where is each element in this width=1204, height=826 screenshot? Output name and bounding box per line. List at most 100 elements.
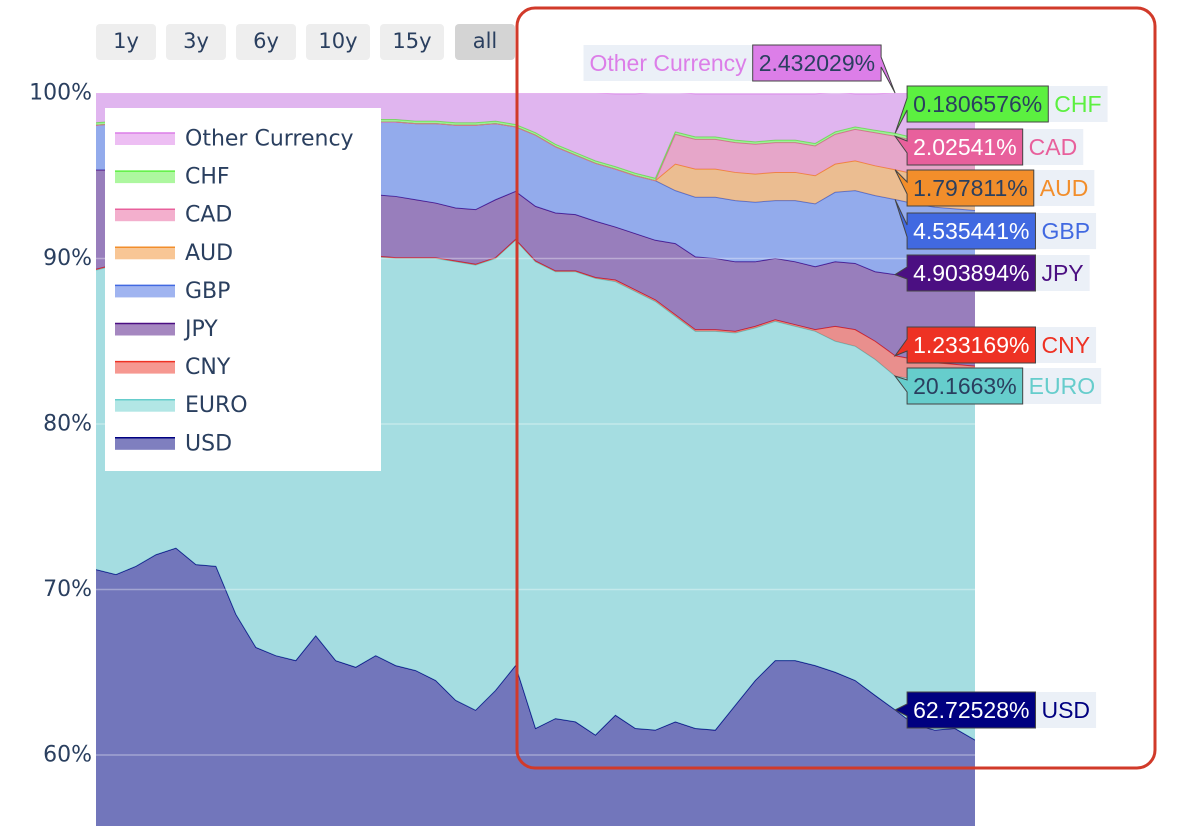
legend-label: CHF [185, 165, 230, 190]
legend-swatch [115, 209, 175, 222]
button-bg [306, 24, 370, 60]
area-fill [96, 548, 975, 826]
hover-label: 1.233169% CNY [893, 326, 1097, 364]
legend-swatch [115, 399, 175, 412]
legend-label: GBP [185, 279, 230, 304]
hover-name: CNY [1041, 332, 1090, 358]
legend-label: JPY [183, 317, 218, 342]
hover-box [893, 128, 1024, 166]
hover-box [894, 199, 1036, 250]
y-tick-label: 100% [29, 81, 92, 106]
hover-label: 2.02541% CAD [893, 128, 1084, 166]
hover-name: GBP [1041, 218, 1090, 244]
range-button[interactable]: 10y [306, 24, 370, 60]
hover-name: AUD [1040, 175, 1089, 201]
hover-value: 1.233169% [913, 332, 1029, 358]
legend-label: EURO [185, 393, 248, 418]
hover-label: 0.1806576% CHF [894, 85, 1108, 134]
hover-label: 4.903894% JPY [893, 254, 1090, 292]
hover-value: 2.432029% [759, 50, 875, 76]
legend-entry[interactable]: USD [115, 431, 232, 456]
legend-entry[interactable]: CHF [115, 165, 230, 190]
hover-name: CAD [1029, 134, 1078, 160]
legend-label: Other Currency [185, 127, 354, 152]
button-bg [96, 24, 156, 60]
button-bg [380, 24, 444, 60]
hover-name: EURO [1029, 373, 1095, 399]
button-bg [455, 24, 515, 60]
button-bg [166, 24, 226, 60]
hover-box [893, 254, 1036, 292]
hover-value: 0.1806576% [913, 91, 1042, 117]
legend-swatch [115, 361, 175, 374]
legend-entry[interactable]: GBP [115, 279, 230, 304]
hover-name-bg [1035, 255, 1090, 291]
button-label: 15y [392, 29, 431, 53]
hover-box [752, 44, 896, 94]
hover-name: Other Currency [589, 50, 747, 76]
legend-entry[interactable]: AUD [115, 241, 233, 266]
hover-name-bg [1035, 213, 1097, 249]
button-label: 3y [183, 29, 209, 53]
legend-entry[interactable]: JPY [115, 317, 218, 342]
hover-label: 1.797811% AUD [894, 169, 1095, 207]
hover-value: 20.1663% [913, 373, 1017, 399]
y-tick-label: 60% [43, 743, 92, 768]
button-label: all [473, 29, 498, 53]
legend-label: AUD [185, 241, 233, 266]
hover-name: CHF [1054, 91, 1101, 117]
legend-entry[interactable]: CAD [115, 203, 232, 228]
area-fill [96, 115, 975, 211]
legend-label: CAD [185, 203, 232, 228]
hover-label: 62.72528% USD [893, 691, 1097, 729]
button-label: 1y [113, 29, 139, 53]
hover-name-bg [1033, 170, 1095, 206]
legend-swatch [115, 133, 175, 145]
legend-entry[interactable]: EURO [115, 393, 248, 418]
hover-name: USD [1041, 697, 1090, 723]
hover-name-bg [583, 45, 753, 81]
y-axis: 60% 70% 80% 90% 100% [29, 81, 92, 768]
range-button[interactable]: 1y [96, 24, 156, 60]
y-tick-label: 70% [43, 577, 92, 602]
range-button[interactable]: 3y [166, 24, 226, 60]
y-tick-label: 80% [43, 412, 92, 437]
legend-entry[interactable]: CNY [115, 355, 231, 380]
hover-name-bg [1048, 86, 1108, 122]
range-button[interactable]: all [455, 24, 515, 60]
area-fill [96, 115, 975, 181]
highlight-box [515, 6, 1157, 770]
legend-label: CNY [185, 355, 231, 380]
hover-name-bg [1022, 129, 1084, 165]
y-tick-label: 90% [43, 246, 92, 271]
hover-value: 4.903894% [913, 260, 1029, 286]
hover-value: 62.72528% [913, 697, 1029, 723]
range-button[interactable]: 15y [380, 24, 444, 60]
hover-value: 2.02541% [913, 134, 1017, 160]
hover-label: 4.535441% GBP [894, 199, 1097, 250]
legend-label: USD [185, 431, 232, 456]
legend-swatch [115, 323, 175, 336]
legend-swatch [115, 247, 175, 260]
legend: Other Currency CHF CAD AUD GBP JPY CNY EURO USD [105, 108, 381, 471]
hover-label: 20.1663% EURO [893, 367, 1102, 405]
button-bg [236, 24, 296, 60]
button-label: 10y [318, 29, 357, 53]
legend-swatch [115, 437, 175, 450]
range-selector: 1y 3y 6y 10y 15y all [96, 24, 515, 60]
hover-label: 2.432029% Other Currency [583, 44, 896, 94]
hover-box [894, 85, 1049, 134]
legend-swatch [115, 285, 175, 298]
hover-name: JPY [1041, 260, 1083, 286]
hover-box [894, 169, 1035, 207]
hover-box [893, 326, 1036, 364]
hover-box [893, 367, 1024, 405]
legend-entry[interactable]: Other Currency [115, 127, 354, 152]
range-button[interactable]: 6y [236, 24, 296, 60]
hover-value: 4.535441% [913, 218, 1029, 244]
button-label: 6y [253, 29, 279, 53]
hover-value: 1.797811% [913, 175, 1028, 201]
hover-name-bg [1035, 692, 1097, 728]
